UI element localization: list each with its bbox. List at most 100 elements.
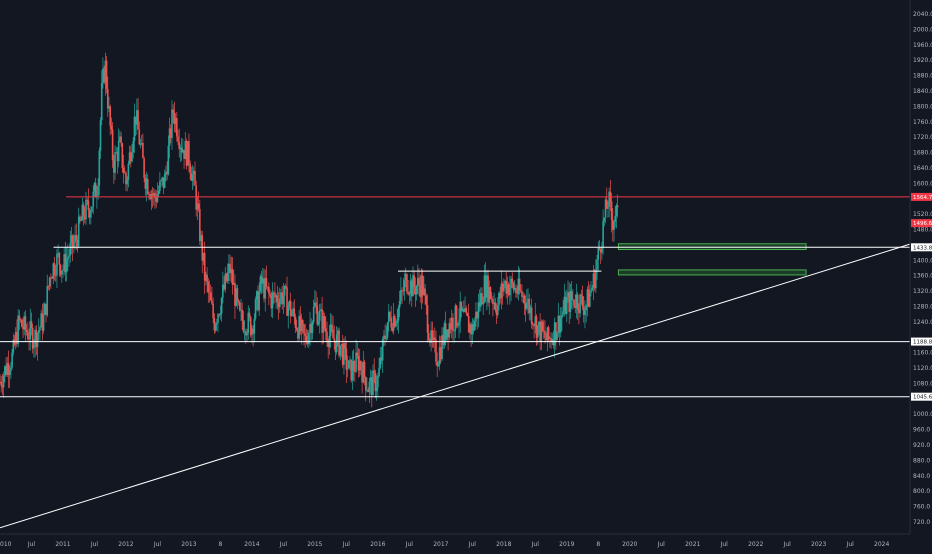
candle-body-304 bbox=[367, 390, 369, 393]
candle-body-502 bbox=[607, 206, 609, 209]
candle-body-397 bbox=[479, 293, 482, 307]
candle-body-403 bbox=[487, 275, 489, 303]
candle-body-176 bbox=[212, 303, 214, 318]
time-axis[interactable]: 010 Jul 2011 Jul 2012 Jul 2013 8 2014 Jul 2015 Jul 2… bbox=[0, 541, 889, 548]
candle-body-368 bbox=[444, 323, 447, 340]
candle-body-400 bbox=[483, 275, 486, 303]
candle-body-84 bbox=[100, 83, 103, 121]
x-tick-label-13: Jul bbox=[405, 541, 414, 548]
candle-body-116 bbox=[139, 143, 142, 145]
candle-body-371 bbox=[448, 323, 451, 338]
candle-body-341 bbox=[412, 275, 414, 297]
candle-body-143 bbox=[172, 109, 174, 113]
x-tick-label-20: 2020 bbox=[622, 541, 637, 548]
candle-body-205 bbox=[247, 312, 250, 334]
candle-body-141 bbox=[169, 128, 172, 139]
candle-body-406 bbox=[490, 298, 493, 300]
candle-body-99 bbox=[119, 136, 121, 141]
y-tick-label-26: 840.0 bbox=[913, 473, 930, 480]
candle-body-203 bbox=[245, 331, 247, 336]
x-tick-label-7: 8 bbox=[219, 541, 223, 548]
candle-body-75 bbox=[90, 211, 92, 218]
candle-body-192 bbox=[231, 268, 234, 285]
candle-body-138 bbox=[166, 171, 168, 175]
candle-body-126 bbox=[151, 193, 154, 196]
candle-body-499 bbox=[603, 217, 606, 222]
price-axis[interactable]: 2040.0 2000.0 1960.0 1920.0 1880.0 1840.0 1800… bbox=[913, 11, 932, 526]
candle-body-425 bbox=[513, 287, 516, 290]
candle-body-147 bbox=[177, 136, 179, 142]
candle-body-436 bbox=[527, 298, 529, 303]
candle-body-468 bbox=[565, 297, 568, 314]
candle-body-87 bbox=[104, 60, 107, 83]
candle-body-295 bbox=[356, 352, 359, 356]
candle-body-227 bbox=[274, 292, 276, 298]
candle-body-139 bbox=[167, 145, 170, 175]
candle-body-439 bbox=[530, 307, 533, 325]
candle-body-48 bbox=[57, 252, 59, 254]
candle-body-354 bbox=[427, 332, 430, 341]
y-tick-label-25: 880.0 bbox=[913, 457, 930, 464]
candle-body-185 bbox=[223, 284, 225, 290]
candle-body-142 bbox=[171, 109, 173, 139]
candle-body-42 bbox=[50, 277, 52, 279]
candle-body-296 bbox=[357, 355, 360, 371]
candle-body-93 bbox=[111, 129, 114, 161]
candle-body-276 bbox=[333, 338, 336, 341]
candle-body-291 bbox=[351, 361, 354, 381]
candle-body-46 bbox=[54, 275, 57, 276]
candle-body-340 bbox=[410, 280, 413, 297]
candle-body-56 bbox=[67, 257, 69, 260]
y-tick-label-12: 1520.0 bbox=[913, 211, 932, 218]
candle-body-105 bbox=[126, 179, 128, 185]
candle-body-486 bbox=[587, 289, 590, 307]
candle-body-2 bbox=[1, 385, 4, 388]
candle-body-323 bbox=[390, 317, 392, 328]
candle-body-398 bbox=[481, 293, 483, 305]
candle-body-172 bbox=[207, 282, 210, 292]
candle-body-152 bbox=[183, 149, 185, 159]
candle-body-293 bbox=[354, 370, 356, 372]
x-tick-label-19: 8 bbox=[596, 541, 600, 548]
candle-body-113 bbox=[136, 110, 138, 125]
candle-body-387 bbox=[467, 316, 470, 333]
candle-body-441 bbox=[533, 325, 535, 327]
candle-body-197 bbox=[237, 300, 240, 303]
candle-body-66 bbox=[79, 216, 81, 221]
trend-line bbox=[0, 243, 911, 529]
candle-body-204 bbox=[246, 333, 248, 336]
candle-body-217 bbox=[262, 278, 264, 284]
candle-body-119 bbox=[143, 158, 145, 178]
candle-body-97 bbox=[116, 152, 119, 162]
candle-body-155 bbox=[186, 141, 189, 166]
y-tick-label-9: 1680.0 bbox=[913, 150, 932, 157]
x-tick-label-12: 2016 bbox=[370, 541, 385, 548]
candle-body-82 bbox=[98, 150, 101, 186]
candle-body-36 bbox=[42, 314, 45, 331]
candle-body-492 bbox=[595, 269, 597, 289]
candle-body-420 bbox=[507, 284, 510, 296]
candle-body-401 bbox=[484, 275, 487, 298]
candle-body-319 bbox=[385, 337, 388, 339]
candle-body-211 bbox=[254, 299, 257, 319]
candle-body-260 bbox=[314, 302, 316, 307]
candle-body-490 bbox=[592, 273, 595, 288]
candle-body-21 bbox=[24, 316, 27, 330]
candle-body-497 bbox=[601, 246, 603, 253]
candle-body-140 bbox=[168, 128, 171, 146]
candle-body-57 bbox=[68, 255, 70, 258]
candle-body-15 bbox=[17, 315, 19, 344]
candle-body-231 bbox=[278, 298, 281, 308]
candle-body-243 bbox=[293, 308, 296, 318]
x-tick-label-17: Jul bbox=[531, 541, 540, 548]
candle-body-348 bbox=[420, 275, 423, 298]
x-tick-label-8: 2014 bbox=[244, 541, 259, 548]
candle-body-442 bbox=[534, 316, 537, 327]
candle-body-77 bbox=[92, 191, 95, 207]
candle-body-164 bbox=[197, 203, 200, 209]
candle-body-6 bbox=[6, 363, 9, 375]
candle-body-208 bbox=[251, 328, 253, 336]
candle-body-352 bbox=[425, 295, 428, 306]
